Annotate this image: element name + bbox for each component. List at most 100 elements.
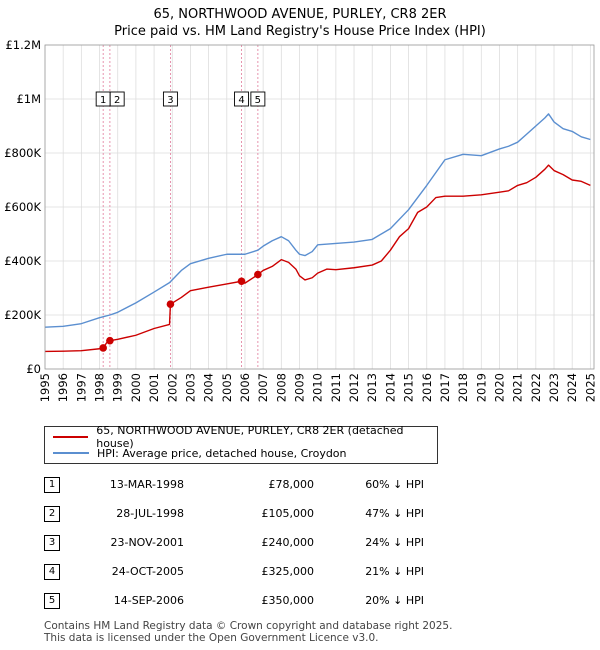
- sale-label-box: 5: [250, 91, 266, 107]
- sale-price: £105,000: [261, 507, 315, 520]
- legend-label-hpi: HPI: Average price, detached house, Croy…: [97, 446, 347, 460]
- x-tick-label: 2016: [420, 373, 434, 402]
- legend-swatch-hpi: [53, 452, 89, 454]
- sale-hpi-diff: 20% ↓ HPI: [365, 594, 424, 607]
- sale-number: 3: [44, 534, 60, 551]
- sale-label-number: 3: [167, 95, 173, 106]
- x-tick-label: 2012: [347, 373, 361, 402]
- series-lines: [44, 113, 591, 353]
- legend-item-property: 65, NORTHWOOD AVENUE, PURLEY, CR8 2ER (d…: [53, 424, 437, 450]
- x-tick-label: 2014: [383, 373, 397, 402]
- footer-copyright: Contains HM Land Registry data © Crown c…: [44, 620, 453, 632]
- chart-title-line1: 65, NORTHWOOD AVENUE, PURLEY, CR8 2ER: [153, 7, 447, 22]
- x-tick-label: 2006: [238, 373, 252, 402]
- x-tick-label: 2002: [165, 373, 179, 402]
- y-tick-label: £400K: [4, 254, 41, 268]
- sale-label-frame: [109, 91, 125, 107]
- x-tick-label: 2005: [220, 373, 234, 402]
- sale-price: £78,000: [268, 478, 315, 491]
- legend-swatch-property: [53, 436, 89, 438]
- table-row: 3 23-NOV-2001 £240,000 24% ↓ HPI: [44, 528, 424, 557]
- sale-hpi-diff: 60% ↓ HPI: [365, 478, 424, 491]
- x-tick-label: 2018: [456, 373, 470, 402]
- sale-label-number: 1: [100, 95, 106, 106]
- sale-date: 14-SEP-2006: [113, 594, 184, 607]
- x-tick-label: 2001: [147, 373, 161, 402]
- series-line-property: [44, 164, 591, 353]
- sale-label-frame: [250, 91, 266, 107]
- sale-point: [99, 344, 107, 352]
- x-tick-label: 1999: [111, 373, 125, 402]
- x-tick-label: 2009: [293, 373, 307, 402]
- sale-number: 2: [44, 505, 60, 522]
- footer-license: This data is licensed under the Open Gov…: [44, 632, 379, 644]
- sale-point: [106, 336, 114, 345]
- x-tick-label: 2025: [583, 373, 597, 402]
- sale-date: 23-NOV-2001: [110, 536, 184, 549]
- x-tick-label: 2023: [547, 373, 561, 402]
- x-tick-label: 2020: [492, 373, 506, 402]
- x-tick-label: 2015: [402, 373, 416, 402]
- y-tick-label: £200K: [4, 308, 41, 322]
- y-tick-label: £800K: [4, 146, 41, 160]
- x-tick-label: 2000: [129, 373, 143, 402]
- x-tick-label: 1996: [56, 373, 70, 402]
- legend: 65, NORTHWOOD AVENUE, PURLEY, CR8 2ER (d…: [44, 424, 438, 464]
- y-tick-label: £1.2M: [5, 38, 41, 52]
- sale-label-frame: [162, 91, 178, 107]
- x-tick-label: 1997: [74, 373, 88, 402]
- table-row: 1 13-MAR-1998 £78,000 60% ↓ HPI: [44, 470, 424, 499]
- table-row: 4 24-OCT-2005 £325,000 21% ↓ HPI: [44, 557, 424, 586]
- x-tick-labels: 1995 1996 1997 1998 1999 2000 2001 2002 2003 2004…: [38, 373, 597, 402]
- y-tick-label: £600K: [4, 200, 41, 214]
- y-tick-labels: £0 £200K £400K £600K £800K £1M £1.2M: [4, 38, 41, 376]
- x-tick-label: 2021: [511, 373, 525, 402]
- x-tick-label: 2024: [565, 373, 579, 402]
- x-tick-label: 2019: [474, 373, 488, 402]
- x-tick-label: 2022: [529, 373, 543, 402]
- sale-point: [237, 277, 246, 286]
- sale-label-box: 1: [95, 91, 111, 107]
- x-tick-label: 2017: [438, 373, 452, 402]
- sale-hpi-diff: 21% ↓ HPI: [365, 565, 424, 578]
- x-tick-label: 2011: [329, 373, 343, 402]
- plot-border: [44, 44, 595, 370]
- series-line-hpi: [44, 113, 591, 328]
- sale-number: 1: [44, 476, 60, 493]
- sales-table: 1 13-MAR-1998 £78,000 60% ↓ HPI 2 28-JUL…: [44, 470, 424, 615]
- legend-item-hpi: HPI: Average price, detached house, Croy…: [53, 446, 347, 460]
- table-row: 2 28-JUL-1998 £105,000 47% ↓ HPI: [44, 499, 424, 528]
- sale-point: [166, 300, 175, 309]
- x-tick-label: 2003: [183, 373, 197, 402]
- sale-label-number: 4: [238, 95, 244, 106]
- sale-price: £325,000: [261, 565, 315, 578]
- x-tick-label: 2007: [256, 373, 270, 402]
- x-tick-label: 1995: [38, 373, 52, 402]
- sale-point: [254, 270, 262, 279]
- chart-title: 65, NORTHWOOD AVENUE, PURLEY, CR8 2ER Pr…: [0, 6, 600, 40]
- y-tick-label: £1M: [16, 92, 41, 106]
- sale-price: £240,000: [261, 536, 315, 549]
- legend-label-property: 65, NORTHWOOD AVENUE, PURLEY, CR8 2ER (d…: [96, 424, 404, 450]
- sale-date: 24-OCT-2005: [111, 565, 184, 578]
- sale-label-box: 2: [109, 91, 125, 107]
- x-tick-label: 2008: [274, 373, 288, 402]
- x-tick-label: 2013: [365, 373, 379, 402]
- sale-label-box: 4: [234, 91, 249, 107]
- x-tick-label: 2004: [202, 373, 216, 402]
- sale-date: 28-JUL-1998: [116, 507, 184, 520]
- sale-label-frame: [234, 91, 249, 107]
- sale-number: 4: [44, 563, 60, 580]
- sale-label-box: 3: [162, 91, 178, 107]
- sale-label-number: 5: [255, 95, 261, 106]
- sale-hpi-diff: 24% ↓ HPI: [365, 536, 424, 549]
- x-tick-label: 1998: [93, 373, 107, 402]
- x-tick-label: 2010: [311, 373, 325, 402]
- chart-title-line2: Price paid vs. HM Land Registry's House …: [114, 24, 486, 39]
- sale-number: 5: [44, 592, 60, 609]
- sale-hpi-diff: 47% ↓ HPI: [365, 507, 424, 520]
- sale-price: £350,000: [261, 594, 315, 607]
- table-row: 5 14-SEP-2006 £350,000 20% ↓ HPI: [44, 586, 424, 615]
- sale-date: 13-MAR-1998: [109, 478, 184, 491]
